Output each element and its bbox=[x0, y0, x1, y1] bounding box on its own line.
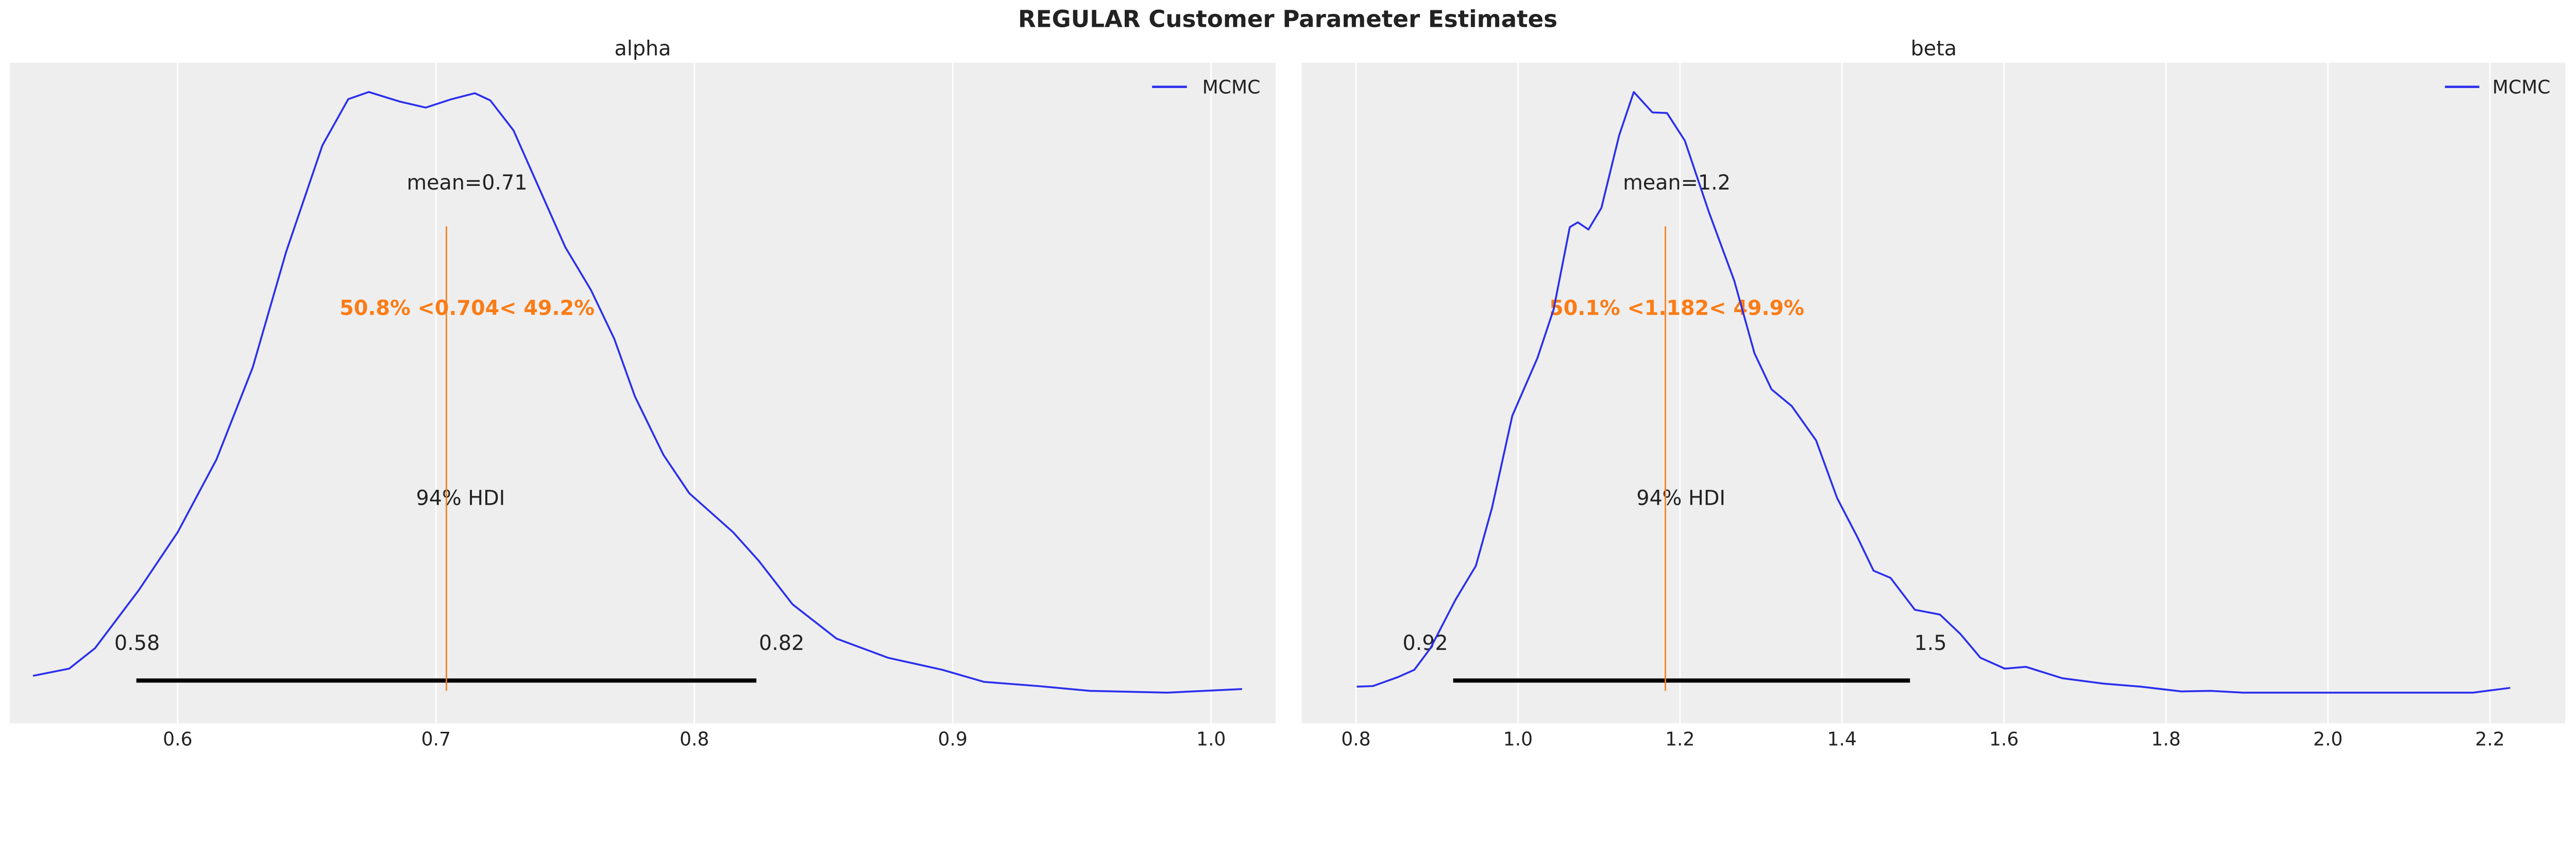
figure-title: REGULAR Customer Parameter Estimates bbox=[1018, 5, 1557, 32]
legend-label-beta: MCMC bbox=[2493, 76, 2551, 98]
x-tick-label: 1.2 bbox=[1665, 729, 1694, 750]
hdi-low-label-beta: 0.92 bbox=[1402, 631, 1448, 655]
hdi-high-label-alpha: 0.82 bbox=[759, 631, 804, 655]
panel-title-alpha: alpha bbox=[615, 37, 671, 60]
legend-label-alpha: MCMC bbox=[1202, 76, 1261, 98]
hdi-label-beta: 94% HDI bbox=[1636, 487, 1725, 510]
x-tick-label: 2.2 bbox=[2475, 729, 2504, 750]
plot-area bbox=[9, 62, 1276, 724]
x-tick-label: 0.9 bbox=[938, 729, 968, 750]
panel-title-beta: beta bbox=[1911, 37, 1957, 60]
reference-label-beta: 50.1% <1.182< 49.9% bbox=[1549, 297, 1804, 320]
mean-label-alpha: mean=0.71 bbox=[406, 171, 527, 195]
panel-beta: beta MCMC mean=1.2 50.1% <1.182< 49.9% 9… bbox=[1301, 37, 2566, 750]
x-tick-label: 0.7 bbox=[421, 729, 451, 750]
x-tick-label: 0.8 bbox=[680, 729, 709, 750]
x-tick-label: 1.0 bbox=[1196, 729, 1226, 750]
reference-label-alpha: 50.8% <0.704< 49.2% bbox=[340, 297, 595, 320]
hdi-high-label-beta: 1.5 bbox=[1914, 631, 1946, 655]
panel-alpha: alpha MCMC mean=0.71 50.8% <0.704< 49.2%… bbox=[9, 37, 1276, 750]
figure: REGULAR Customer Parameter Estimates alp… bbox=[9, 5, 2566, 750]
plot-area bbox=[1301, 62, 2566, 724]
x-tick-label: 1.0 bbox=[1503, 729, 1533, 750]
hdi-low-label-alpha: 0.58 bbox=[114, 631, 160, 655]
hdi-label-alpha: 94% HDI bbox=[416, 487, 505, 510]
density-curve bbox=[1357, 91, 2511, 694]
x-tick-label: 2.0 bbox=[2313, 729, 2343, 750]
x-tick-label: 0.6 bbox=[163, 729, 192, 750]
mean-label-beta: mean=1.2 bbox=[1623, 171, 1731, 195]
x-tick-label: 1.4 bbox=[1827, 729, 1857, 750]
x-tick-label: 1.6 bbox=[1989, 729, 2019, 750]
density-curve bbox=[32, 91, 1242, 694]
x-tick-label: 0.8 bbox=[1341, 729, 1370, 750]
x-tick-label: 1.8 bbox=[2151, 729, 2180, 750]
